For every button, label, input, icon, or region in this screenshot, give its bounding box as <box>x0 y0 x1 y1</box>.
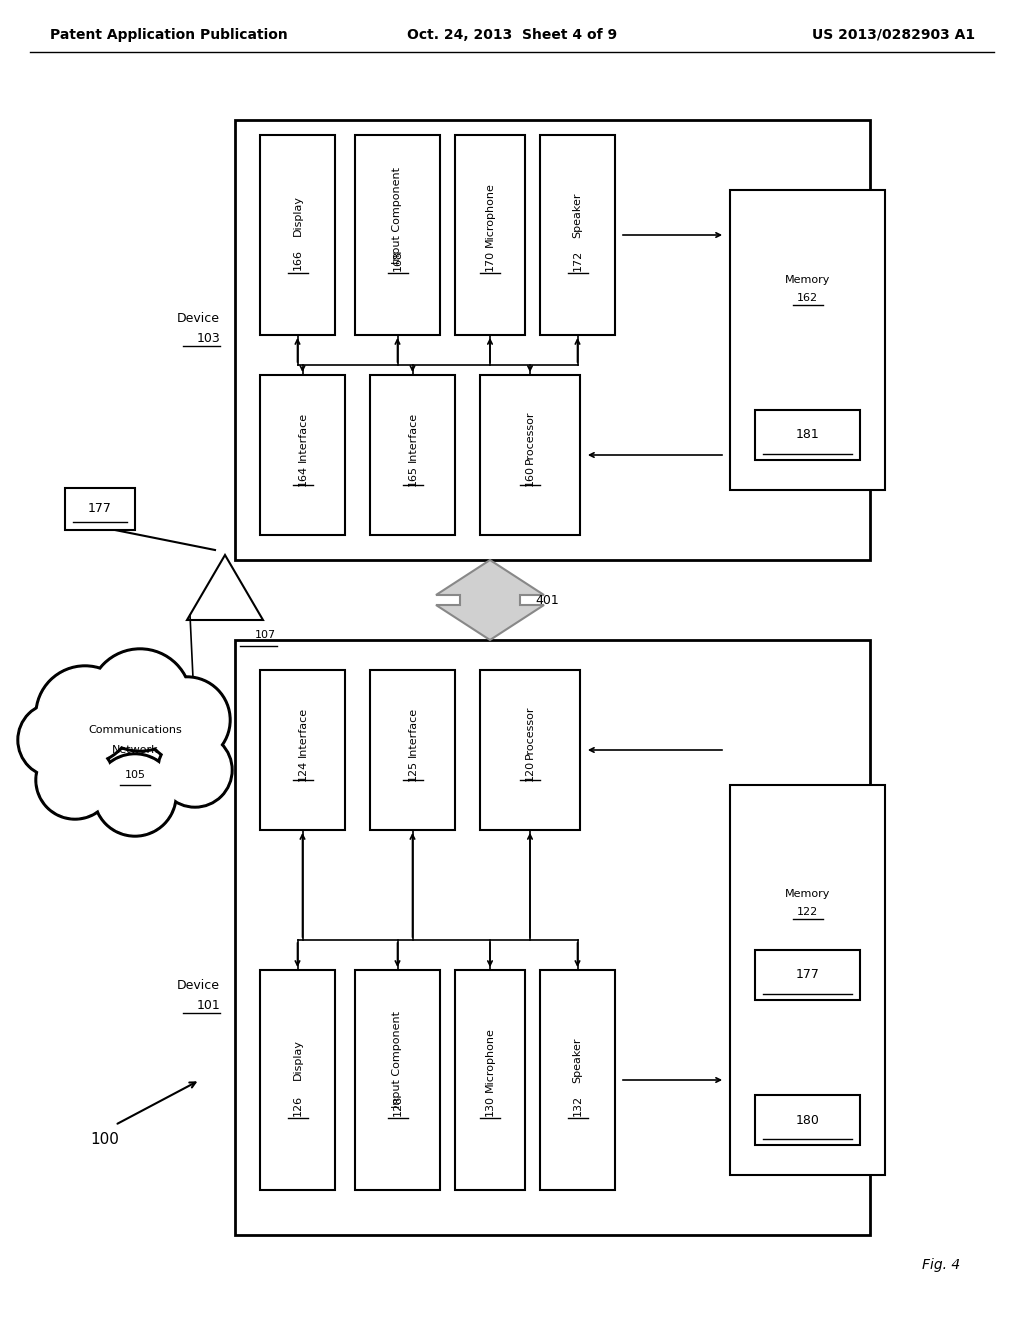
Bar <box>260 671 345 830</box>
Circle shape <box>35 741 115 820</box>
Text: Device: Device <box>177 978 220 991</box>
Text: Input Component: Input Component <box>392 166 402 264</box>
Text: Interface: Interface <box>298 412 307 462</box>
Text: Fig. 4: Fig. 4 <box>922 1258 961 1272</box>
Circle shape <box>91 651 189 748</box>
Text: 120: 120 <box>525 759 535 780</box>
Text: Memory: Memory <box>784 275 830 285</box>
Circle shape <box>38 743 112 817</box>
Text: 107: 107 <box>255 630 276 640</box>
Text: Network: Network <box>112 744 159 755</box>
Text: Device: Device <box>177 312 220 325</box>
Text: Speaker: Speaker <box>572 1038 583 1082</box>
Text: 103: 103 <box>197 331 220 345</box>
Text: 172: 172 <box>572 249 583 271</box>
Circle shape <box>96 756 174 834</box>
Text: 177: 177 <box>88 503 112 516</box>
Text: 166: 166 <box>293 249 302 271</box>
Bar <box>480 671 580 830</box>
Bar <box>260 135 335 335</box>
Bar <box>730 785 885 1175</box>
Circle shape <box>35 665 135 766</box>
Text: 160: 160 <box>525 465 535 486</box>
Text: Processor: Processor <box>525 411 535 463</box>
Text: 126: 126 <box>293 1094 302 1115</box>
Bar <box>455 970 525 1191</box>
Text: Speaker: Speaker <box>572 193 583 238</box>
Text: Communications: Communications <box>88 725 182 735</box>
Bar <box>65 488 135 531</box>
Bar <box>370 671 455 830</box>
Bar <box>480 375 580 535</box>
Bar <box>370 375 455 535</box>
Text: Microphone: Microphone <box>485 182 495 247</box>
Text: 401: 401 <box>535 594 559 606</box>
Circle shape <box>17 702 93 777</box>
Text: 162: 162 <box>797 293 818 304</box>
Bar <box>355 970 440 1191</box>
Text: 130: 130 <box>485 1094 495 1115</box>
Bar <box>260 970 335 1191</box>
Circle shape <box>38 668 132 762</box>
Text: Microphone: Microphone <box>485 1027 495 1093</box>
Text: Patent Application Publication: Patent Application Publication <box>50 28 288 42</box>
Polygon shape <box>187 554 263 620</box>
Text: Interface: Interface <box>298 708 307 758</box>
Text: 165: 165 <box>408 465 418 486</box>
Text: Interface: Interface <box>408 708 418 758</box>
Text: 100: 100 <box>90 1133 119 1147</box>
Bar <box>755 1096 860 1144</box>
Text: Interface: Interface <box>408 412 418 462</box>
Bar <box>755 411 860 459</box>
Circle shape <box>20 705 90 775</box>
Text: 132: 132 <box>572 1094 583 1115</box>
Text: 180: 180 <box>796 1114 819 1126</box>
Text: Display: Display <box>293 194 302 235</box>
Bar <box>234 640 870 1236</box>
Text: 122: 122 <box>797 907 818 917</box>
Text: Oct. 24, 2013  Sheet 4 of 9: Oct. 24, 2013 Sheet 4 of 9 <box>407 28 617 42</box>
Text: 170: 170 <box>485 249 495 271</box>
Bar <box>455 135 525 335</box>
Circle shape <box>146 678 228 762</box>
Text: Display: Display <box>293 1040 302 1081</box>
Text: Memory: Memory <box>784 890 830 899</box>
Circle shape <box>143 676 231 764</box>
Text: 125: 125 <box>408 759 418 780</box>
Circle shape <box>93 752 177 837</box>
Text: Input Component: Input Component <box>392 1011 402 1109</box>
Bar <box>755 949 860 999</box>
Text: US 2013/0282903 A1: US 2013/0282903 A1 <box>812 28 975 42</box>
Text: Processor: Processor <box>525 705 535 759</box>
Bar <box>540 135 615 335</box>
Text: 128: 128 <box>392 1094 402 1115</box>
Bar <box>355 135 440 335</box>
Bar <box>234 120 870 560</box>
Text: 168: 168 <box>392 249 402 271</box>
Bar <box>540 970 615 1191</box>
Circle shape <box>157 733 233 808</box>
Bar <box>730 190 885 490</box>
Bar <box>260 375 345 535</box>
Text: 181: 181 <box>796 429 819 441</box>
Polygon shape <box>436 560 544 640</box>
Text: 177: 177 <box>796 968 819 981</box>
Text: 101: 101 <box>197 999 220 1011</box>
Text: 124: 124 <box>298 759 307 780</box>
Text: 105: 105 <box>125 770 145 780</box>
Circle shape <box>88 648 193 752</box>
Text: 164: 164 <box>298 465 307 486</box>
Circle shape <box>160 735 230 805</box>
